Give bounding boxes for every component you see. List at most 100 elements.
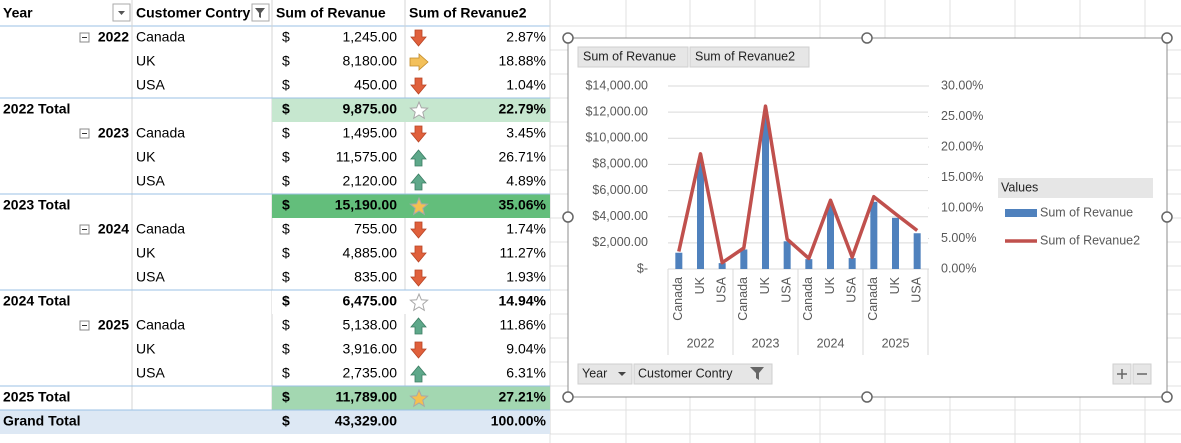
icon-star	[409, 388, 429, 408]
total-fill	[272, 290, 550, 314]
country: USA	[136, 269, 165, 285]
revenue: 11,789.00	[335, 389, 397, 405]
field-button[interactable]	[689, 46, 810, 68]
year-label: 2024	[98, 221, 129, 237]
y-tick-label: $14,000.00	[585, 78, 648, 92]
icon-down	[410, 341, 427, 359]
y-tick-label: $10,000.00	[585, 131, 648, 145]
revenue: 450.00	[354, 77, 397, 93]
revenue: 15,190.00	[335, 197, 397, 213]
dropdown-icon	[118, 11, 125, 15]
x-tick-label: Canada	[736, 277, 750, 321]
y2-tick-label: 0.00%	[941, 261, 976, 275]
field-button[interactable]	[577, 46, 689, 68]
x-tick-label: UK	[758, 276, 772, 294]
y2-tick-label: 25.00%	[941, 109, 983, 123]
collapse-button[interactable]	[79, 128, 90, 139]
resize-handle[interactable]	[861, 391, 873, 403]
x-tick-label: USA	[844, 276, 858, 302]
country: UK	[136, 149, 156, 165]
resize-handle[interactable]	[562, 391, 574, 403]
total-label: 2025 Total	[3, 389, 70, 405]
share: 1.93%	[506, 269, 546, 285]
filter-dropdown[interactable]	[251, 3, 270, 22]
x-tick-label: UK	[823, 276, 837, 294]
dropdown-icon	[255, 8, 265, 18]
icon-up	[410, 365, 427, 383]
currency: $	[282, 413, 290, 429]
share: 18.88%	[499, 53, 546, 69]
share: 6.31%	[506, 365, 546, 381]
bar	[870, 201, 878, 269]
revenue: 11,575.00	[336, 149, 397, 165]
year-label: 2025	[98, 317, 129, 333]
axis-field-button[interactable]	[577, 363, 633, 385]
bar	[827, 205, 834, 269]
currency: $	[282, 197, 290, 213]
icon-star	[409, 196, 429, 216]
legend-label: Sum of Revanue2	[1040, 233, 1140, 247]
y-tick-label: $6,000.00	[592, 183, 648, 197]
icon-down	[410, 29, 427, 47]
collapse-button[interactable]	[79, 224, 90, 235]
country: UK	[136, 341, 156, 357]
total-label: Grand Total	[3, 413, 81, 429]
revenue: 2,735.00	[343, 365, 398, 381]
icon-right	[409, 53, 429, 71]
x-tick-label: Canada	[671, 277, 685, 321]
bar	[718, 263, 726, 269]
bar	[697, 162, 704, 269]
country: USA	[136, 77, 165, 93]
currency: $	[282, 341, 290, 357]
total-fill	[272, 98, 550, 122]
currency: $	[282, 29, 290, 45]
resize-handle[interactable]	[562, 32, 574, 44]
icon-down	[410, 125, 427, 143]
group-label: 2023	[752, 336, 780, 350]
share: 22.79%	[499, 101, 547, 117]
currency: $	[282, 77, 290, 93]
y-tick-label: $2,000.00	[592, 235, 648, 249]
total-label: 2023 Total	[3, 197, 70, 213]
resize-handle[interactable]	[562, 211, 574, 223]
share: 11.86%	[500, 317, 546, 333]
pivot-chart[interactable]: Sum of Revanue Sum of Revanue2 $- $2,000.00…	[562, 32, 1173, 403]
y2-tick-label: 15.00%	[941, 170, 983, 184]
header-cell: Sum of Revanue	[276, 5, 386, 21]
resize-handle[interactable]	[1161, 391, 1173, 403]
grand-total-bg	[0, 410, 550, 434]
icon-down	[410, 245, 427, 263]
y2-tick-label: 10.00%	[941, 200, 983, 214]
collapse-button[interactable]	[79, 320, 90, 331]
y2-tick-label: 20.00%	[941, 139, 983, 153]
share: 1.74%	[506, 221, 546, 237]
icon-star	[409, 292, 429, 312]
y-tick-label: $-	[637, 261, 648, 275]
share: 9.04%	[506, 341, 546, 357]
share: 4.89%	[506, 173, 546, 189]
filter-dropdown[interactable]	[112, 3, 131, 22]
country: UK	[136, 245, 156, 261]
x-tick-label: USA	[779, 276, 793, 302]
bar	[913, 233, 921, 269]
dropdown-icon	[618, 372, 626, 376]
collapse-button[interactable]	[79, 32, 90, 43]
resize-handle[interactable]	[1161, 211, 1173, 223]
share: 11.27%	[500, 245, 546, 261]
revenue: 2,120.00	[343, 173, 398, 189]
revenue: 835.00	[354, 269, 397, 285]
share: 35.06%	[499, 197, 547, 213]
total-fill	[272, 194, 550, 218]
bar	[762, 117, 769, 269]
x-tick-label: USA	[909, 276, 923, 302]
resize-handle[interactable]	[861, 32, 873, 44]
axis-field-button[interactable]	[633, 363, 773, 385]
icon-down	[410, 77, 427, 95]
axis-field-label: Year	[582, 366, 607, 380]
revenue: 9,875.00	[343, 101, 398, 117]
resize-handle[interactable]	[1161, 32, 1173, 44]
legend-title: Values	[1001, 180, 1038, 194]
currency: $	[282, 173, 290, 189]
revenue: 43,329.00	[335, 413, 397, 429]
